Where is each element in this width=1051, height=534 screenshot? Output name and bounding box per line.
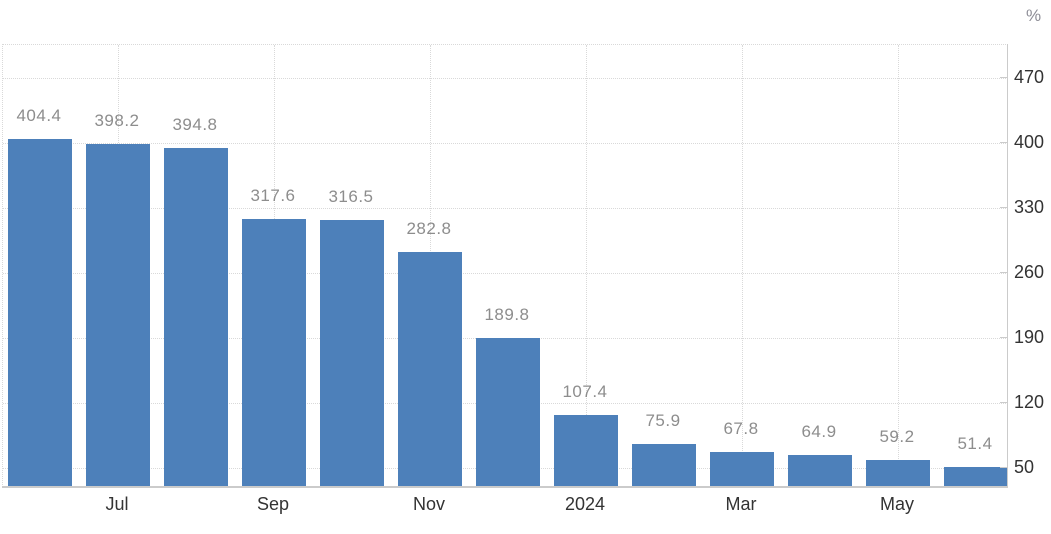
x-gridline <box>898 45 899 487</box>
x-gridline <box>586 45 587 487</box>
x-tick-label: 2024 <box>564 494 606 514</box>
y-tick-label: 50 <box>1014 457 1035 478</box>
bar-value-label: 316.5 <box>328 187 374 207</box>
bar-value-label: 189.8 <box>484 305 530 325</box>
bar-value-label: 59.2 <box>879 426 915 446</box>
bar <box>710 452 774 487</box>
bar <box>242 219 306 487</box>
y-tick-mark <box>1000 206 1007 208</box>
y-axis-unit-label: % <box>1026 6 1042 25</box>
y-tick-mark <box>1000 467 1007 469</box>
y-gridline <box>3 77 1008 79</box>
y-tick-label: 260 <box>1014 261 1045 282</box>
y-tick-mark <box>1000 76 1007 78</box>
bar-value-label: 107.4 <box>562 381 608 401</box>
y-gridline <box>3 207 1008 209</box>
plot-area <box>2 44 1008 487</box>
bar <box>320 220 384 487</box>
x-tick-label: Jul <box>105 494 129 514</box>
y-tick-label: 470 <box>1014 66 1045 87</box>
y-tick-mark <box>1000 141 1007 143</box>
y-tick-label: 120 <box>1014 392 1045 413</box>
bar-value-label: 67.8 <box>723 418 759 438</box>
x-gridline <box>742 45 743 487</box>
bar <box>476 338 540 487</box>
bar-value-label: 75.9 <box>645 411 681 431</box>
x-tick-label: Nov <box>412 494 445 514</box>
x-tick-label: Mar <box>725 494 757 514</box>
bar <box>554 415 618 487</box>
bar <box>164 148 228 487</box>
y-gridline <box>3 272 1008 274</box>
bar <box>944 467 1008 487</box>
y-gridline <box>3 142 1008 144</box>
y-tick-mark <box>1000 271 1007 273</box>
bar-value-label: 404.4 <box>16 105 62 125</box>
bar <box>866 460 930 487</box>
x-tick-label: May <box>879 494 914 514</box>
bar <box>398 252 462 487</box>
y-tick-label: 330 <box>1014 196 1045 217</box>
y-tick-mark <box>1000 337 1007 339</box>
bar-value-label: 51.4 <box>957 434 993 454</box>
bar-value-label: 64.9 <box>801 421 837 441</box>
bar-value-label: 317.6 <box>250 186 296 206</box>
y-tick-label: 190 <box>1014 327 1045 348</box>
bar-value-label: 394.8 <box>172 114 218 134</box>
bar-value-label: 398.2 <box>94 111 140 131</box>
x-tick-label: Sep <box>256 494 290 514</box>
y-axis-line <box>1007 44 1008 488</box>
bar-value-label: 282.8 <box>406 218 452 238</box>
y-tick-mark <box>1000 402 1007 404</box>
y-tick-label: 400 <box>1014 131 1045 152</box>
bar <box>8 139 72 487</box>
bar <box>788 455 852 487</box>
bar <box>86 144 150 487</box>
bar <box>632 444 696 487</box>
x-axis-line <box>2 486 1008 488</box>
